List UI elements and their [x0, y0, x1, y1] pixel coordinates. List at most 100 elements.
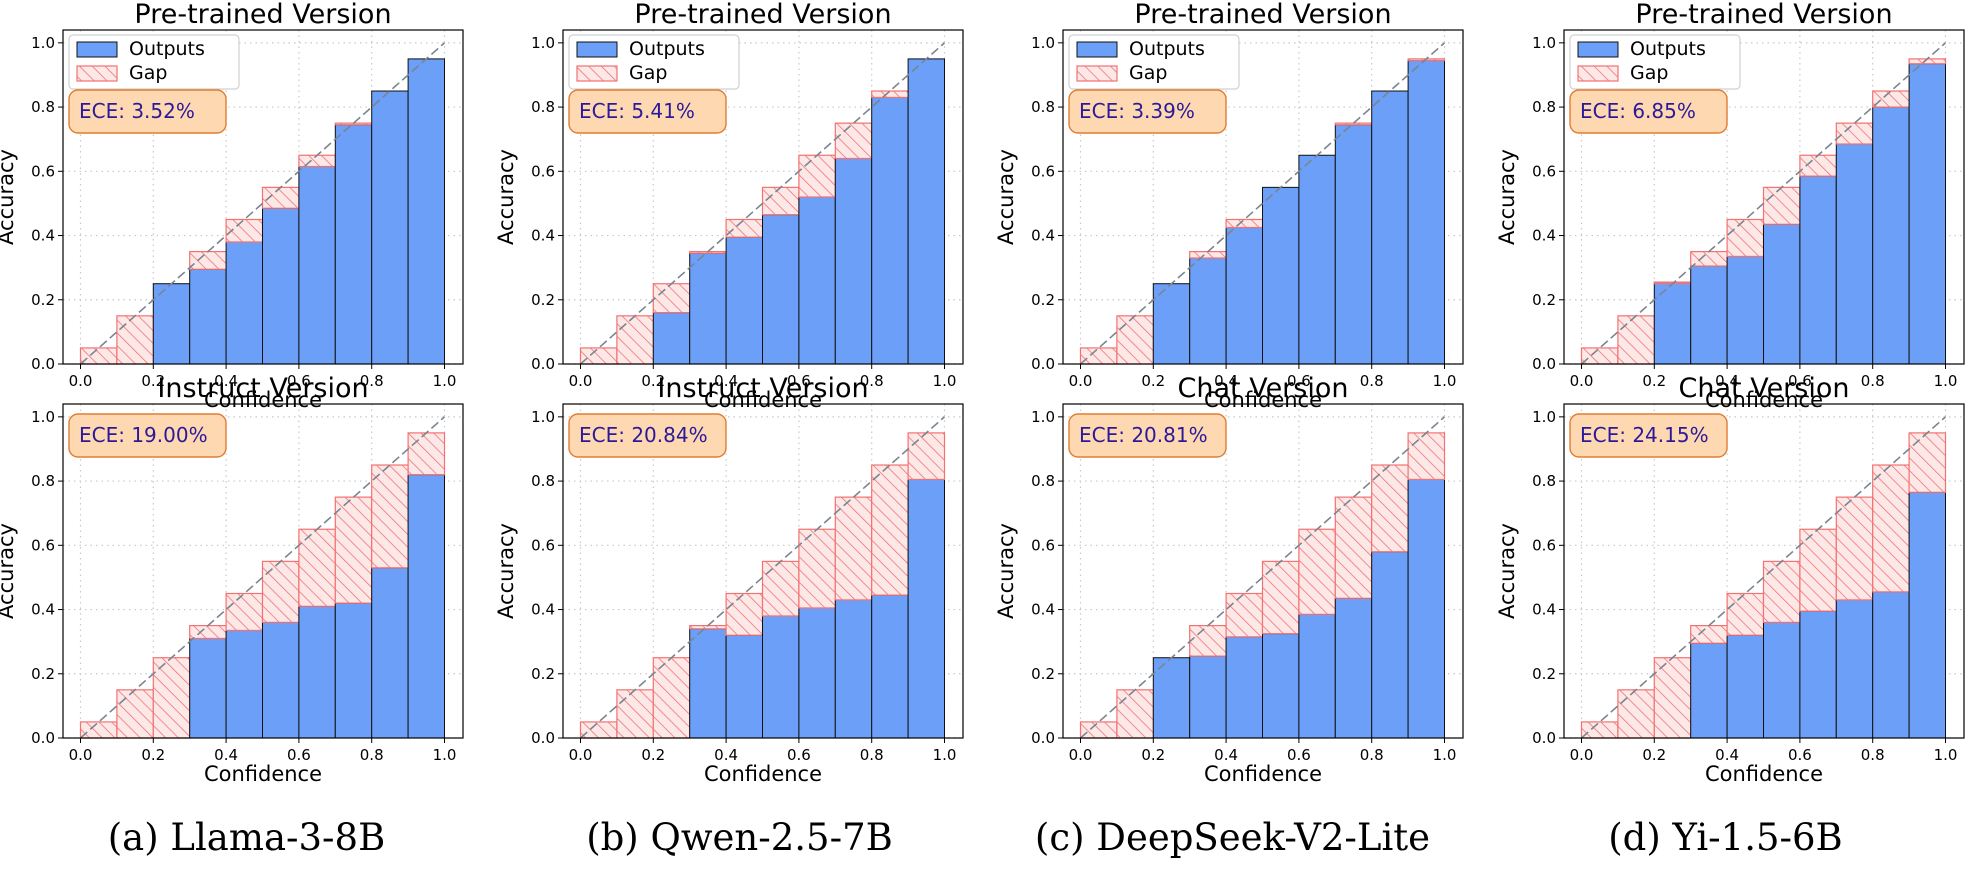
gap-bar: [1225, 592, 1264, 638]
output-bar: [762, 214, 800, 365]
output-bar: [1726, 255, 1764, 365]
legend-gap-swatch: [76, 65, 118, 82]
y-tick-label: 0.8: [31, 472, 55, 490]
output-bar: [1407, 478, 1445, 739]
y-tick-label: 0.8: [1031, 98, 1055, 116]
x-axis-label: Confidence: [704, 762, 822, 786]
output-bar: [1298, 613, 1336, 739]
output-bar: [834, 599, 873, 739]
gap-bar: [1371, 464, 1409, 553]
output-bar: [798, 607, 836, 739]
output-bar: [1225, 636, 1263, 739]
x-tick-label: 0.6: [1788, 746, 1812, 764]
x-tick-label: 0.8: [1360, 746, 1384, 764]
output-bar: [152, 283, 191, 365]
output-bar: [1152, 283, 1191, 365]
x-axis-label: Confidence: [1204, 762, 1322, 786]
x-tick-label: 0.0: [1570, 372, 1594, 390]
y-tick-label: 0.0: [531, 729, 555, 747]
output-bar: [298, 605, 336, 739]
x-tick-label: 0.4: [714, 746, 738, 764]
perfect-calibration-line: [79, 42, 446, 365]
gap-bar: [298, 528, 336, 607]
output-bar: [652, 312, 691, 365]
gap-bar: [725, 592, 764, 636]
y-tick-label: 1.0: [1031, 34, 1055, 52]
output-bar: [689, 252, 727, 365]
gap-bar: [334, 496, 373, 604]
x-tick-label: 1.0: [1433, 372, 1457, 390]
gap-bar: [871, 464, 909, 596]
x-axis-label: Confidence: [1705, 762, 1823, 786]
x-tick-label: 0.4: [214, 746, 238, 764]
y-tick-label: 0.0: [31, 729, 55, 747]
plot-frame: [562, 403, 964, 739]
output-bar: [1371, 551, 1409, 739]
y-tick-label: 0.0: [1532, 355, 1556, 373]
output-bar: [871, 96, 909, 365]
y-tick-label: 1.0: [1031, 408, 1055, 426]
y-axis-label: Accuracy: [994, 149, 1018, 245]
output-bar: [1835, 599, 1874, 739]
gap-bar: [579, 721, 618, 739]
caption-deepseek: (c) DeepSeek-V2-Lite: [1034, 816, 1431, 859]
output-bar: [407, 474, 446, 739]
x-axis-label: Confidence: [204, 762, 322, 786]
y-tick-label: 0.0: [1031, 729, 1055, 747]
caption-yi: (d) Yi-1.5-6B: [1608, 816, 1843, 859]
gap-bar: [261, 560, 300, 623]
legend-outputs-label: Outputs: [1630, 38, 1706, 60]
x-tick-label: 1.0: [933, 372, 957, 390]
legend-gap-swatch: [1577, 65, 1619, 82]
legend-outputs-label: Outputs: [1129, 38, 1205, 60]
y-tick-label: 0.0: [1532, 729, 1556, 747]
y-axis-label: Accuracy: [1495, 149, 1519, 245]
x-tick-label: 0.8: [1861, 746, 1885, 764]
x-tick-label: 0.8: [1861, 372, 1885, 390]
gap-bar: [798, 528, 836, 609]
chart-title: Instruct Version: [157, 373, 368, 404]
gap-bar: [1872, 90, 1910, 108]
y-tick-label: 0.4: [531, 227, 555, 245]
gap-bar: [1726, 592, 1765, 636]
x-tick-label: 0.2: [1141, 746, 1165, 764]
chart-panel-4: 0.0 0.0 0.2 0.2 0.4 0.4 0.6 0.6 0.8 0.8 1.0 1.0 Conf…: [0, 373, 464, 786]
ece-badge: [1569, 89, 1728, 134]
output-bar: [1152, 657, 1191, 739]
x-tick-label: 0.2: [141, 372, 165, 390]
y-tick-label: 0.6: [1031, 536, 1055, 554]
x-tick-label: 0.6: [287, 372, 311, 390]
y-tick-label: 0.4: [31, 601, 55, 619]
output-bar: [1763, 223, 1801, 365]
x-tick-label: 0.6: [1788, 372, 1812, 390]
y-tick-label: 0.6: [1532, 162, 1556, 180]
x-tick-label: 0.2: [641, 372, 665, 390]
output-bar: [1690, 642, 1728, 739]
perfect-calibration-line: [1079, 42, 1446, 365]
perfect-calibration-line: [79, 416, 446, 739]
perfect-calibration-line: [579, 416, 946, 739]
output-bar: [907, 58, 945, 365]
x-tick-label: 0.8: [860, 746, 884, 764]
chart-panel-0: 0.0 0.0 0.2 0.2 0.4 0.4 0.6 0.6 0.8 0.8 1.0 1.0 Conf…: [0, 0, 464, 412]
x-tick-label: 0.4: [714, 372, 738, 390]
x-tick-label: 0.6: [287, 746, 311, 764]
x-tick-label: 0.6: [1287, 746, 1311, 764]
legend-outputs-label: Outputs: [129, 38, 205, 60]
gap-bar: [1580, 347, 1619, 365]
output-bar: [1407, 60, 1445, 365]
output-bar: [1908, 491, 1946, 739]
gap-bar: [1116, 315, 1154, 365]
gap-bar: [761, 186, 800, 216]
y-tick-label: 0.2: [531, 291, 555, 309]
y-tick-label: 0.6: [31, 162, 55, 180]
x-tick-label: 0.2: [141, 746, 165, 764]
output-bar: [371, 90, 409, 365]
y-tick-label: 0.4: [1031, 601, 1055, 619]
x-tick-label: 0.8: [860, 372, 884, 390]
legend-outputs-swatch: [76, 41, 118, 58]
gap-bar: [1334, 496, 1373, 599]
output-bar: [1225, 227, 1263, 365]
ece-value: ECE: 20.84%: [579, 423, 708, 447]
